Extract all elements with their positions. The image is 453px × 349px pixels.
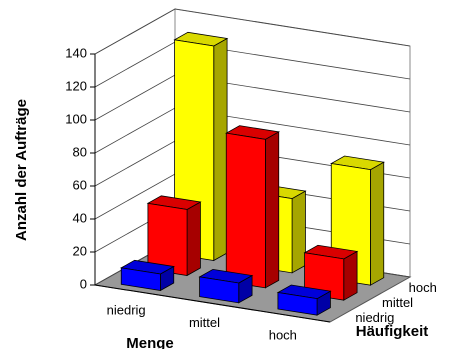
y-tick-label: 120 xyxy=(65,78,87,93)
z-tick-label: hoch xyxy=(409,280,437,295)
bar xyxy=(225,125,280,289)
bar-side xyxy=(291,190,306,274)
x-tick-label: hoch xyxy=(269,327,297,342)
bar xyxy=(198,268,254,304)
y-tick-label: 20 xyxy=(73,243,87,258)
x-tick-label: niedrig xyxy=(107,303,146,318)
bar-side xyxy=(370,161,385,286)
z-tick-label: niedrig xyxy=(355,310,394,325)
bar-side xyxy=(343,250,358,301)
y-tick-label: 60 xyxy=(73,177,87,192)
y-tick-label: 40 xyxy=(73,210,87,225)
bar-front xyxy=(225,132,266,289)
z-tick-label: mittel xyxy=(382,295,413,310)
bar xyxy=(120,259,175,292)
grid-line xyxy=(94,8,411,55)
y-tick-label: 100 xyxy=(65,111,87,126)
bar-front xyxy=(277,292,318,316)
bar-side xyxy=(213,37,228,262)
x-tick-label: mittel xyxy=(189,315,220,330)
bar xyxy=(303,244,359,301)
bar-front xyxy=(199,276,240,304)
x-axis-title: Menge xyxy=(126,335,174,349)
x-axis xyxy=(94,284,331,323)
bar xyxy=(276,284,332,316)
bar-side xyxy=(186,201,201,277)
y-tick-label: 80 xyxy=(73,144,87,159)
bar xyxy=(146,195,202,277)
y-tick-label: 140 xyxy=(65,45,87,60)
y-axis-title: Anzahl der Aufträge xyxy=(13,99,30,241)
z-axis-title: Häufigkeit xyxy=(356,323,429,340)
bar-front xyxy=(120,267,161,291)
y-tick-label: 0 xyxy=(80,276,87,291)
bar-side xyxy=(265,131,280,289)
